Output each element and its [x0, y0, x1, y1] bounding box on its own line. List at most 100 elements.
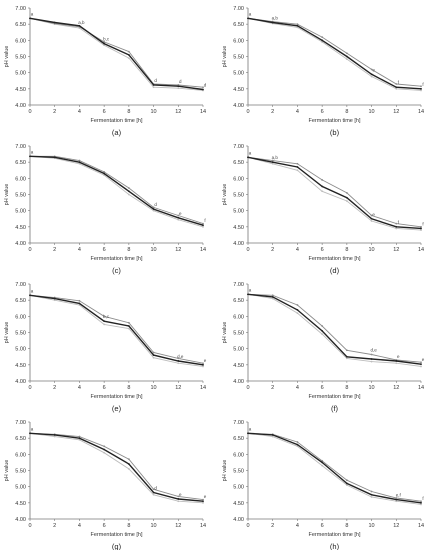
y-axis-label: pH value: [4, 460, 10, 482]
y-tick-label: 4.50: [233, 225, 244, 231]
x-tick-label: 12: [393, 385, 399, 391]
data-point: [78, 302, 81, 305]
chart-panel-f: 4.00 4.50 5.00 5.50 6.00 6.50 7.00 0 2 4 6 8 10 12 14 p…: [222, 282, 425, 413]
x-axis-label: Fermentation time [h]: [91, 256, 143, 262]
data-point: [321, 325, 324, 327]
data-point: [271, 296, 274, 298]
x-tick-label: 8: [127, 247, 130, 253]
y-tick-label: 4.00: [233, 517, 244, 523]
data-point: [370, 217, 373, 220]
panel-label: (e): [112, 404, 122, 413]
data-point: [152, 84, 155, 86]
panel-label: (b): [330, 128, 340, 137]
y-tick-label: 6.50: [15, 298, 26, 304]
x-tick-label: 10: [369, 247, 375, 253]
series-line-3: [247, 17, 422, 91]
data-point: [296, 23, 299, 26]
x-tick-label: 0: [246, 247, 249, 253]
x-tick-label: 14: [200, 523, 206, 529]
data-point: [370, 353, 373, 356]
y-tick-label: 4.00: [15, 379, 26, 385]
data-point: [29, 155, 31, 158]
data-point: [29, 294, 31, 297]
x-tick-label: 6: [321, 109, 324, 115]
x-tick-label: 14: [418, 109, 424, 115]
y-tick-label: 6.50: [233, 298, 244, 304]
data-point: [202, 365, 204, 368]
data-point: [271, 297, 274, 300]
x-tick-label: 8: [127, 109, 130, 115]
y-tick-label: 5.50: [15, 331, 26, 337]
data-point: [296, 441, 299, 443]
data-point: [152, 354, 155, 357]
x-tick-label: 8: [127, 523, 130, 529]
y-tick-label: 6.00: [15, 38, 26, 44]
data-point: [370, 220, 373, 222]
x-tick-label: 12: [175, 385, 181, 391]
annotation-label: a: [31, 11, 34, 16]
y-tick-label: 4.50: [233, 363, 244, 369]
data-point: [78, 161, 81, 164]
series-line-2: [30, 155, 204, 225]
data-point: [271, 21, 274, 24]
series-line-3: [247, 432, 422, 505]
y-tick-label: 7.00: [15, 282, 26, 288]
data-point: [321, 41, 324, 43]
data-point: [177, 218, 180, 221]
x-tick-label: 4: [78, 523, 81, 529]
data-point: [103, 42, 106, 45]
data-point: [271, 435, 274, 438]
series-line-2: [29, 294, 204, 364]
y-tick-label: 5.00: [233, 71, 244, 77]
y-axis-label: pH value: [4, 184, 10, 206]
data-point: [321, 190, 324, 193]
x-tick-label: 6: [321, 523, 324, 529]
data-point: [345, 191, 348, 194]
data-point: [53, 21, 56, 24]
y-tick-label: 5.00: [233, 347, 244, 353]
x-tick-label: 2: [271, 523, 274, 529]
data-point: [321, 36, 324, 38]
data-point: [127, 458, 130, 461]
data-point: [345, 355, 348, 358]
data-point: [271, 159, 274, 162]
y-tick-label: 6.00: [233, 38, 244, 44]
data-point: [370, 75, 373, 78]
series-line-2: [247, 156, 422, 228]
x-tick-label: 0: [28, 385, 31, 391]
chart-panel-b: 4.00 4.50 5.00 5.50 6.00 6.50 7.00 0 2 4 6 8 10 12 14 p…: [222, 6, 424, 137]
x-tick-label: 4: [296, 247, 299, 253]
data-point: [271, 434, 274, 436]
x-tick-label: 14: [200, 109, 206, 115]
x-tick-label: 10: [151, 385, 157, 391]
y-tick-label: 6.00: [233, 452, 244, 458]
y-tick-label: 6.50: [15, 160, 26, 166]
x-tick-label: 12: [175, 109, 181, 115]
data-point: [321, 185, 324, 188]
data-point: [78, 438, 81, 441]
chart-panel-a: 4.00 4.50 5.00 5.50 6.00 6.50 7.00 0 2 4 6 8 10 12 14 p…: [4, 6, 207, 137]
data-point: [152, 488, 155, 491]
data-point: [177, 500, 180, 503]
x-tick-label: 10: [369, 385, 375, 391]
x-tick-label: 6: [321, 385, 324, 391]
data-point: [370, 68, 373, 71]
y-axis-label: pH value: [222, 46, 228, 68]
data-point: [103, 451, 106, 454]
data-point: [271, 294, 274, 297]
data-point: [202, 501, 204, 504]
x-tick-label: 0: [28, 523, 31, 529]
x-tick-label: 14: [418, 523, 424, 529]
data-point: [395, 362, 398, 365]
data-point: [127, 463, 130, 465]
data-point: [370, 360, 373, 363]
y-tick-label: 5.50: [15, 469, 26, 475]
annotation-label: a: [249, 426, 252, 431]
annotation-label: a: [249, 150, 252, 155]
panel-label: (a): [112, 128, 122, 137]
data-point: [296, 26, 299, 29]
annotation-label: a: [249, 11, 252, 16]
x-tick-label: 6: [103, 523, 106, 529]
y-tick-label: 4.50: [15, 501, 26, 507]
